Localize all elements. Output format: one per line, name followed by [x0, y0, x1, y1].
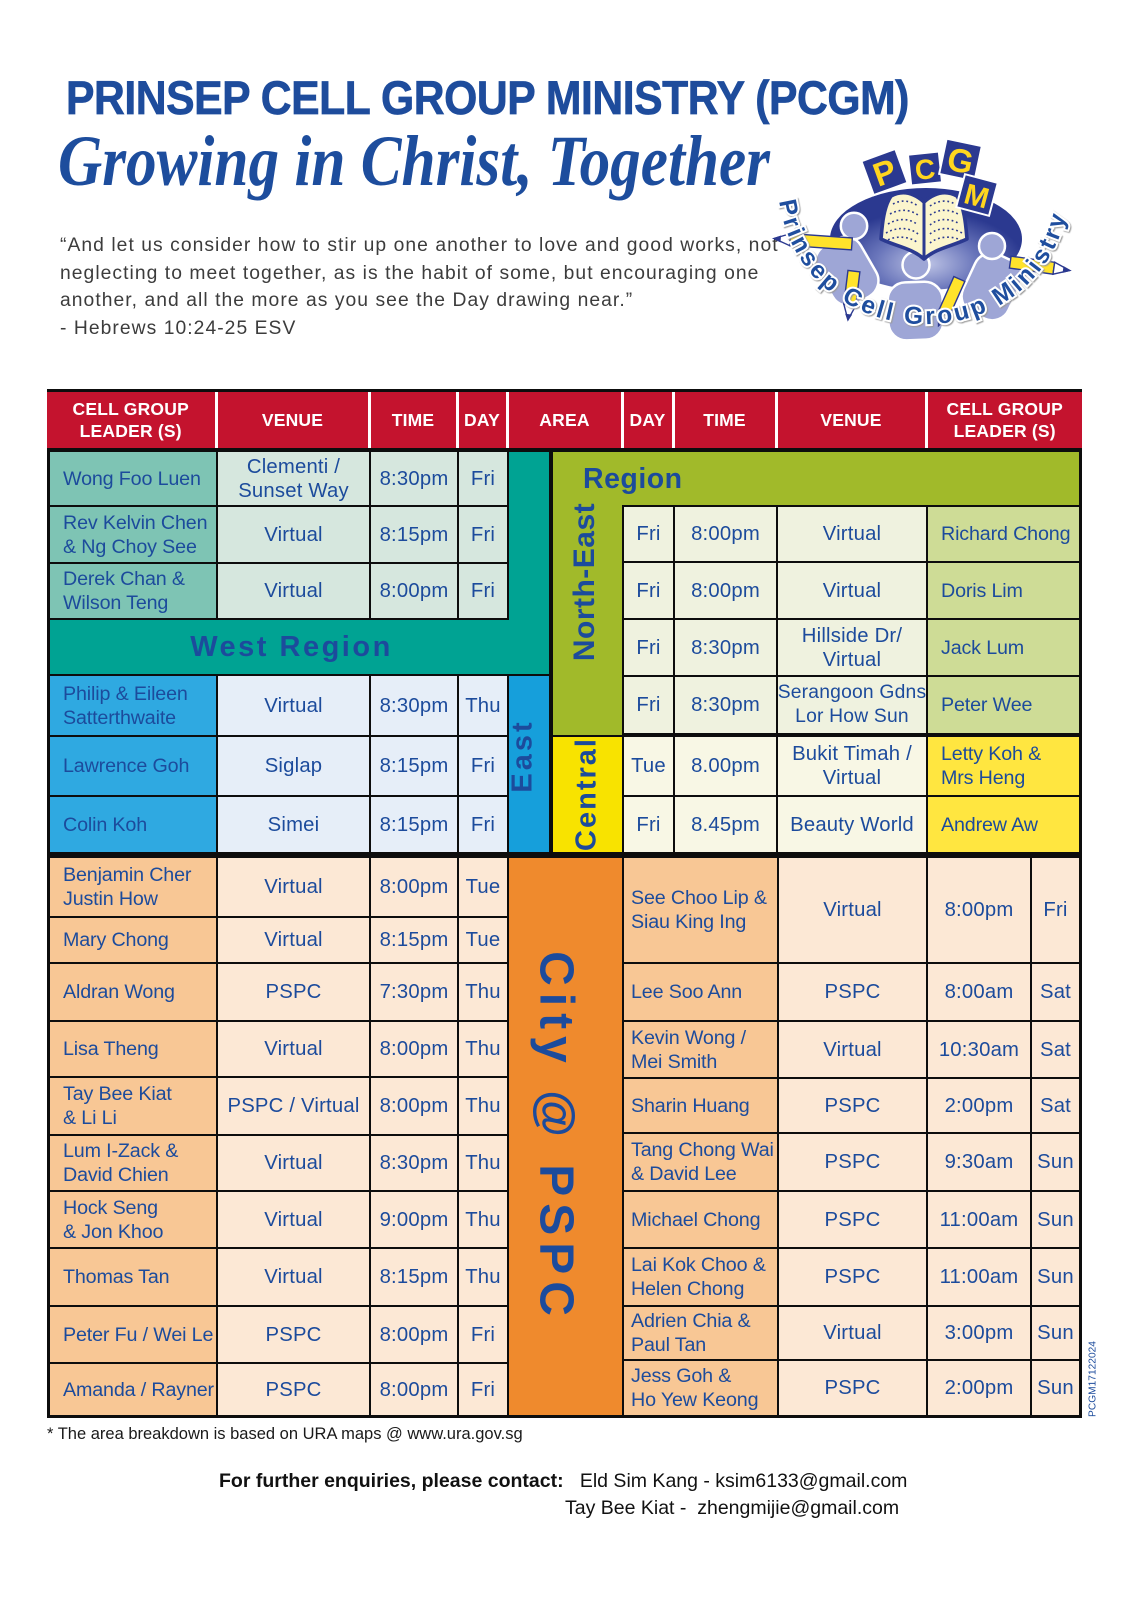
svg-text:C: C — [913, 153, 936, 186]
